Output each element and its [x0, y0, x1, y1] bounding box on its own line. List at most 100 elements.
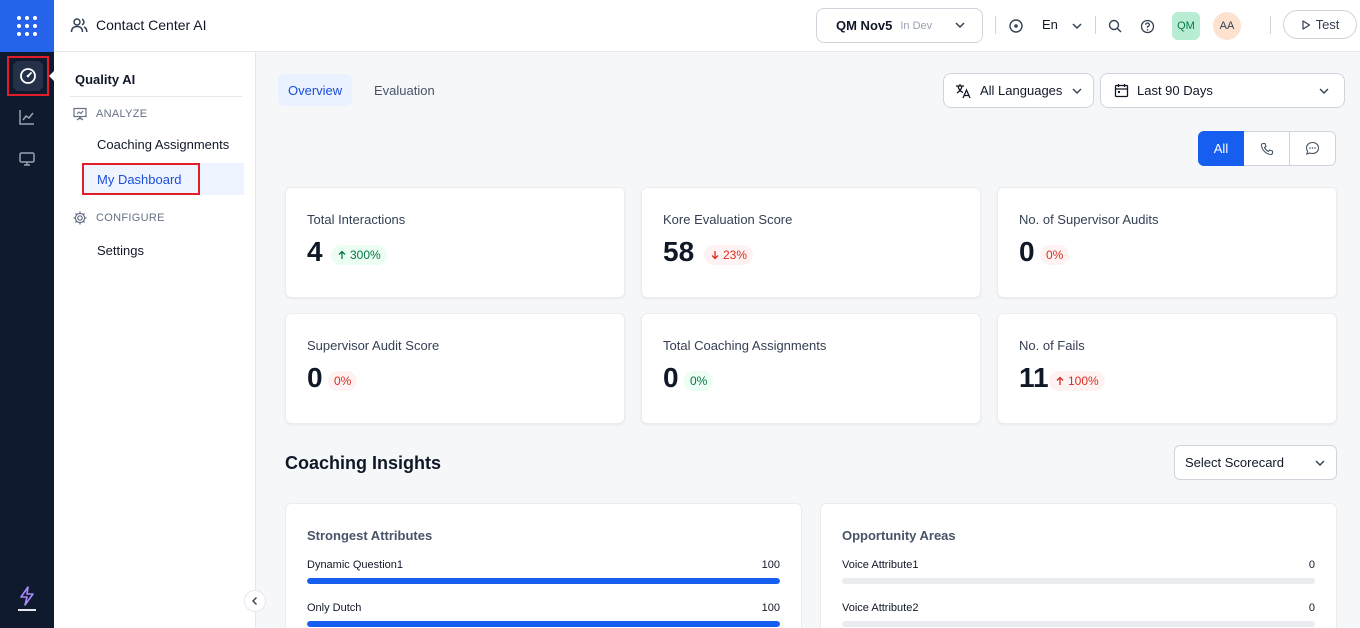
metric-change-badge: 0%: [684, 371, 714, 391]
arrow-up-icon: [1056, 376, 1064, 385]
section-analyze-label: ANALYZE: [96, 108, 148, 120]
metric-change-badge: 300%: [331, 245, 387, 265]
chevron-down-icon: [1072, 88, 1082, 94]
metric-value: 4: [307, 236, 323, 267]
metric-value: 0: [307, 362, 323, 393]
metric-change-value: 300%: [350, 248, 381, 262]
attribute-name: Only Dutch: [307, 602, 362, 614]
metric-change-badge: 100%: [1049, 371, 1105, 391]
sidebar-title: Quality AI: [75, 72, 136, 87]
test-button[interactable]: Test: [1283, 10, 1357, 39]
language-filter[interactable]: All Languages: [943, 73, 1094, 108]
metric-label: No. of Supervisor Audits: [1019, 212, 1159, 227]
header-divider: [1095, 16, 1096, 34]
line-chart-icon: [19, 110, 34, 125]
metric-change-value: 23%: [723, 248, 748, 262]
metric-card-total-interactions: Total Interactions 4 300%: [285, 187, 625, 298]
metric-card-coaching-assignments: Total Coaching Assignments 0 0%: [641, 313, 981, 424]
metric-value: 0: [663, 362, 679, 393]
translate-icon: [956, 83, 971, 98]
metric-value: 11: [1019, 362, 1049, 393]
tab-evaluation[interactable]: Evaluation: [374, 82, 435, 98]
sidebar-item-my-dashboard[interactable]: My Dashboard: [82, 163, 244, 195]
date-range-value: Last 90 Days: [1137, 83, 1213, 98]
app-title: Contact Center AI: [70, 16, 207, 34]
monitor-icon: [19, 152, 35, 166]
attribute-name: Dynamic Question1: [307, 559, 403, 571]
attribute-value: 100: [761, 559, 780, 571]
metric-card-no-of-fails: No. of Fails 11 100%: [997, 313, 1337, 424]
workspace-avatar[interactable]: QM: [1172, 12, 1200, 40]
play-icon: [1301, 19, 1310, 30]
users-icon: [70, 18, 88, 33]
section-configure: CONFIGURE: [72, 210, 165, 226]
secondary-sidebar: Quality AI ANALYZE Coaching Assignments …: [54, 52, 256, 628]
coaching-insights-title: Coaching Insights: [285, 453, 442, 473]
sidebar-item-settings[interactable]: Settings: [97, 243, 144, 258]
attribute-bar-fill: [307, 578, 780, 584]
attribute-bar-fill: [307, 621, 780, 627]
rail-analytics-button[interactable]: [11, 101, 43, 133]
attribute-bar-track: [307, 578, 780, 584]
rail-monitor-button[interactable]: [11, 143, 43, 175]
attribute-bar-track: [842, 621, 1315, 627]
apps-grid-icon: [17, 16, 37, 36]
header-divider: [1270, 16, 1271, 34]
active-caret: [49, 71, 54, 81]
channel-voice-button[interactable]: [1244, 131, 1290, 166]
apps-grid-button[interactable]: [0, 0, 54, 52]
chevron-down-icon: [955, 22, 965, 29]
metric-change-value: 0%: [1046, 248, 1064, 262]
user-avatar[interactable]: AA: [1213, 12, 1241, 40]
rail-bolt-button[interactable]: [14, 586, 40, 616]
collapse-sidebar-button[interactable]: [244, 590, 266, 612]
panel-title: Strongest Attributes: [307, 528, 433, 543]
language-switch[interactable]: En: [1042, 17, 1058, 32]
metric-label: No. of Fails: [1019, 338, 1085, 353]
search-button[interactable]: [1106, 17, 1124, 35]
chevron-left-icon: [252, 597, 257, 605]
help-button[interactable]: [1138, 17, 1156, 35]
env-name: QM Nov5: [836, 18, 893, 33]
presentation-icon: [73, 107, 87, 121]
scorecard-select[interactable]: Select Scorecard: [1174, 445, 1337, 480]
channel-toggle: All: [1198, 131, 1336, 166]
environment-selector[interactable]: QM Nov5 In Dev: [816, 8, 983, 43]
target-icon: [1009, 19, 1023, 33]
language-filter-value: All Languages: [980, 83, 1063, 98]
gear-icon: [73, 211, 87, 225]
section-configure-label: CONFIGURE: [96, 212, 165, 224]
metric-card-kore-evaluation-score: Kore Evaluation Score 58 23%: [641, 187, 981, 298]
rail-quality-ai-button[interactable]: [7, 56, 49, 96]
publish-button[interactable]: [1007, 17, 1025, 35]
metric-label: Kore Evaluation Score: [663, 212, 793, 227]
calendar-icon: [1114, 84, 1129, 98]
metric-change-value: 100%: [1068, 374, 1099, 388]
metric-label: Total Coaching Assignments: [663, 338, 827, 353]
attribute-name: Voice Attribute1: [842, 559, 919, 571]
chevron-down-icon: [1319, 88, 1329, 94]
sidebar-item-coaching-assignments[interactable]: Coaching Assignments: [97, 137, 230, 152]
attribute-row: Only Dutch 100: [307, 602, 780, 627]
opportunity-areas-panel: Opportunity Areas Voice Attribute1 0 Voi…: [820, 503, 1337, 628]
sidebar-item-label: My Dashboard: [82, 163, 200, 195]
attribute-bar-track: [307, 621, 780, 627]
tab-overview[interactable]: Overview: [278, 74, 353, 106]
metric-change-badge: 0%: [328, 371, 358, 391]
header-divider: [995, 16, 996, 34]
language-dropdown[interactable]: [1068, 17, 1086, 35]
channel-all-button[interactable]: All: [1198, 131, 1244, 166]
attribute-value: 100: [761, 602, 780, 614]
metric-label: Total Interactions: [307, 212, 406, 227]
date-range-filter[interactable]: Last 90 Days: [1100, 73, 1345, 108]
attribute-row: Dynamic Question1 100: [307, 559, 780, 584]
metric-label: Supervisor Audit Score: [307, 338, 440, 353]
channel-chat-button[interactable]: [1290, 131, 1336, 166]
app-title-text: Contact Center AI: [96, 17, 207, 33]
bolt-icon: [20, 586, 34, 606]
section-analyze: ANALYZE: [72, 106, 147, 122]
metric-change-badge: 23%: [704, 245, 754, 265]
arrow-down-icon: [711, 251, 719, 260]
metric-value: 0: [1019, 236, 1035, 267]
top-header: Contact Center AI QM Nov5 In Dev En QM A…: [54, 0, 1360, 52]
